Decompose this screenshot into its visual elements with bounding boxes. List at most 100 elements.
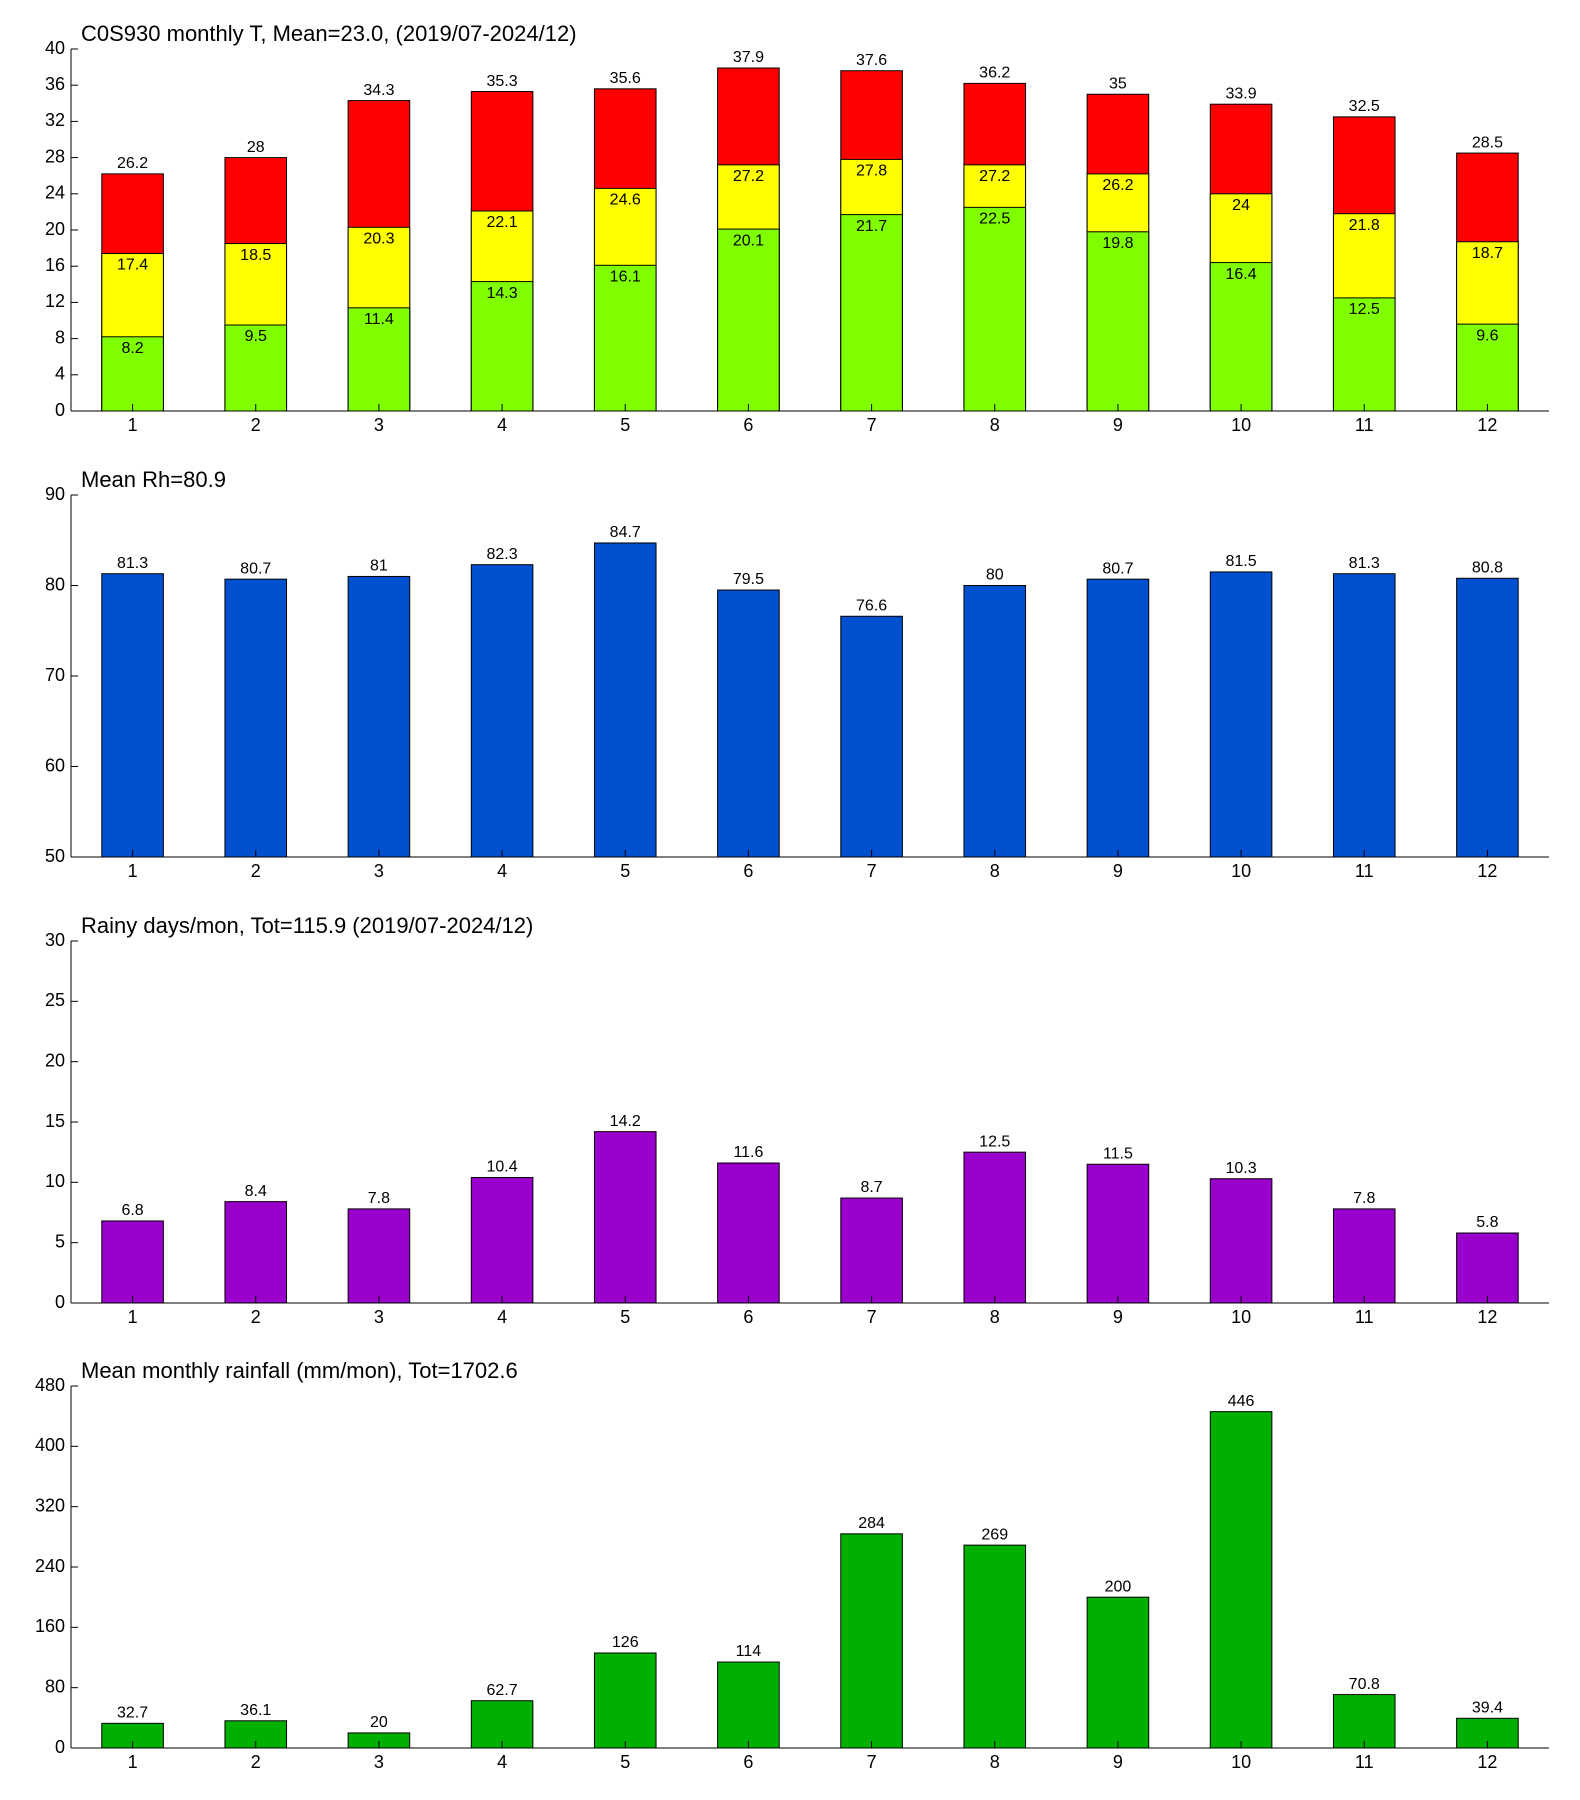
x-tick-label: 2 — [251, 861, 261, 881]
y-tick-label: 32 — [45, 110, 65, 130]
value-label: 27.2 — [733, 168, 764, 185]
bar — [470, 1177, 534, 1304]
y-tick-label: 80 — [45, 574, 65, 594]
y-tick-label: 36 — [45, 74, 65, 94]
x-tick-label: 5 — [620, 415, 630, 435]
value-label: 32.7 — [117, 1705, 148, 1722]
bar — [101, 573, 164, 858]
bar — [963, 1151, 1027, 1304]
value-label: 28 — [247, 139, 265, 156]
x-tick-label: 11 — [1355, 1752, 1374, 1772]
bar — [224, 1201, 288, 1304]
x-tick-label: 10 — [1231, 861, 1251, 881]
bar — [1332, 1208, 1396, 1304]
value-label: 7.8 — [1353, 1190, 1375, 1207]
value-label: 82.3 — [487, 546, 518, 563]
bar — [963, 1544, 1027, 1749]
value-label: 32.5 — [1349, 98, 1380, 115]
bar — [840, 1533, 903, 1749]
value-label: 84.7 — [610, 524, 641, 541]
value-label: 5.8 — [1476, 1214, 1498, 1231]
value-label: 80.7 — [1102, 560, 1133, 577]
bar — [470, 1700, 534, 1749]
bar — [347, 1208, 411, 1304]
x-tick-label: 6 — [743, 415, 753, 435]
bar — [593, 1131, 657, 1304]
y-tick-label: 40 — [45, 38, 65, 58]
value-label: 16.4 — [1226, 266, 1257, 283]
value-label: 11.4 — [364, 311, 394, 328]
value-label: 33.9 — [1226, 85, 1257, 102]
value-label: 126 — [612, 1634, 639, 1651]
value-label: 14.3 — [487, 285, 518, 302]
y-tick-label: 0 — [55, 400, 65, 420]
y-tick-label: 20 — [45, 1050, 65, 1070]
y-tick-label: 70 — [45, 665, 65, 685]
bar — [224, 578, 288, 858]
value-label: 10.4 — [487, 1159, 518, 1176]
bar — [1086, 1163, 1150, 1304]
x-tick-label: 1 — [128, 861, 138, 881]
chart-title: C0S930 monthly T, Mean=23.0, (2019/07-20… — [81, 21, 577, 46]
x-tick-label: 12 — [1477, 1307, 1497, 1327]
x-tick-label: 4 — [497, 415, 507, 435]
bar — [593, 264, 657, 412]
bar — [1332, 297, 1396, 412]
x-tick-label: 5 — [620, 1752, 630, 1772]
bar — [963, 585, 1027, 858]
x-tick-label: 8 — [990, 1752, 1000, 1772]
value-label: 28.5 — [1472, 134, 1503, 151]
y-tick-label: 80 — [45, 1676, 65, 1696]
value-label: 8.2 — [121, 340, 143, 357]
x-tick-label: 4 — [497, 1752, 507, 1772]
x-tick-label: 8 — [990, 861, 1000, 881]
x-tick-label: 7 — [867, 861, 877, 881]
value-label: 80.7 — [240, 560, 271, 577]
y-tick-label: 30 — [45, 930, 65, 950]
bar — [717, 1661, 780, 1749]
y-tick-label: 25 — [45, 990, 65, 1010]
bar — [101, 1220, 164, 1304]
value-label: 11.6 — [733, 1144, 763, 1161]
x-tick-label: 2 — [251, 415, 261, 435]
x-tick-label: 6 — [743, 1752, 753, 1772]
bar — [347, 307, 411, 412]
x-tick-label: 9 — [1113, 415, 1123, 435]
x-tick-label: 11 — [1355, 861, 1374, 881]
x-tick-label: 9 — [1113, 1307, 1123, 1327]
y-tick-label: 160 — [35, 1616, 65, 1636]
value-label: 269 — [981, 1526, 1008, 1543]
x-tick-label: 1 — [128, 1752, 138, 1772]
chart-title: Mean monthly rainfall (mm/mon), Tot=1702… — [81, 1358, 518, 1383]
y-tick-label: 320 — [35, 1495, 65, 1515]
value-label: 20.1 — [733, 232, 764, 249]
value-label: 22.5 — [979, 211, 1010, 228]
y-tick-label: 400 — [35, 1435, 65, 1455]
bar — [1086, 231, 1150, 412]
y-tick-label: 60 — [45, 755, 65, 775]
value-label: 6.8 — [121, 1202, 143, 1219]
value-label: 16.1 — [610, 269, 641, 286]
value-label: 18.5 — [240, 247, 271, 264]
y-tick-label: 90 — [45, 484, 65, 504]
value-label: 21.8 — [1349, 217, 1380, 234]
value-label: 9.6 — [1476, 327, 1498, 344]
y-tick-label: 15 — [45, 1111, 65, 1131]
bar — [470, 281, 534, 412]
value-label: 81 — [370, 558, 388, 575]
bar — [593, 1652, 657, 1749]
value-label: 36.2 — [979, 65, 1010, 82]
x-tick-label: 9 — [1113, 861, 1123, 881]
x-tick-label: 12 — [1477, 1752, 1497, 1772]
chart-title: Mean Rh=80.9 — [81, 467, 226, 492]
y-tick-label: 0 — [55, 1737, 65, 1757]
bar — [470, 564, 534, 858]
x-tick-label: 12 — [1477, 861, 1497, 881]
value-label: 20 — [370, 1714, 388, 1731]
value-label: 114 — [736, 1643, 762, 1660]
bar — [717, 228, 780, 412]
x-tick-label: 11 — [1355, 415, 1374, 435]
value-label: 10.3 — [1226, 1160, 1257, 1177]
value-label: 76.6 — [856, 597, 887, 614]
